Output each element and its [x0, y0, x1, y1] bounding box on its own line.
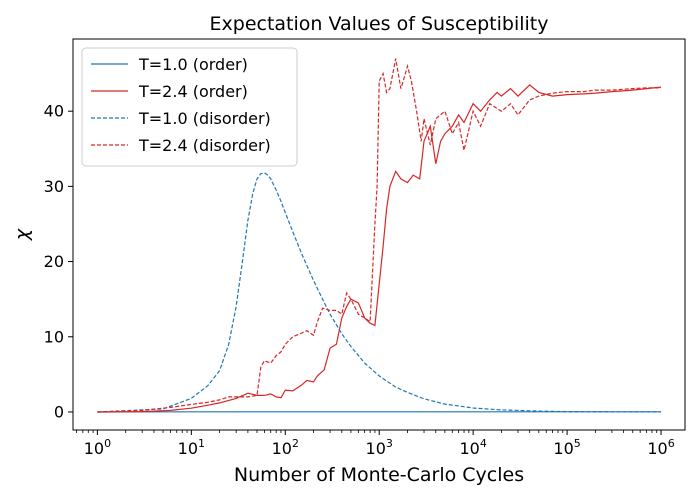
legend-box: [81, 47, 298, 167]
x-tick-label: 100: [84, 437, 111, 458]
x-tick-label: 102: [272, 437, 299, 458]
x-tick-label: 103: [366, 437, 393, 458]
y-tick-label: 40: [44, 102, 64, 121]
y-tick-label: 20: [44, 252, 64, 271]
legend-label: T=2.4 (disorder): [138, 136, 271, 155]
legend-label: T=2.4 (order): [138, 82, 248, 101]
y-tick-label: 10: [44, 327, 64, 346]
x-tick-label: 106: [647, 437, 674, 458]
y-axis-label: χ: [11, 228, 33, 241]
legend: T=1.0 (order) T=2.4 (order) T=1.0 (disorde…: [81, 47, 298, 167]
series-line-3: [97, 58, 661, 413]
series-line-2: [97, 172, 662, 413]
x-tick-label: 104: [459, 437, 486, 458]
chart-title: Expectation Values of Susceptibility: [210, 13, 549, 35]
legend-label: T=1.0 (order): [138, 55, 248, 74]
x-axis-label: Number of Monte-Carlo Cycles: [234, 464, 524, 486]
x-axis: 100 101 102 103 104 105 106: [76, 430, 675, 458]
y-tick-label: 30: [44, 177, 64, 196]
x-tick-label: 105: [553, 437, 580, 458]
series-line-1: [97, 84, 662, 413]
y-tick-label: 0: [54, 402, 64, 421]
y-axis: 0 10 20 30 40: [44, 102, 73, 421]
x-tick-label: 101: [178, 437, 205, 458]
series-layer: [97, 58, 662, 413]
legend-label: T=1.0 (disorder): [138, 109, 271, 128]
